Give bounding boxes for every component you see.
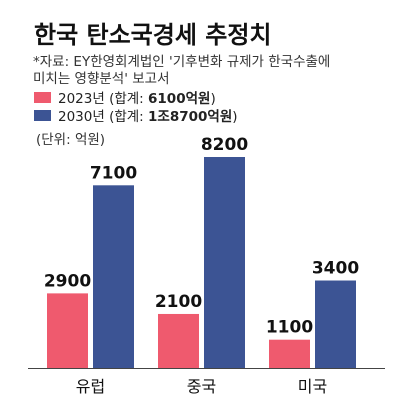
legend-swatch-2023 (34, 92, 51, 103)
value-label-europe-2023: 2900 (44, 271, 91, 291)
bar-europe-2023 (47, 293, 88, 368)
bar-china-2030 (204, 157, 245, 368)
legend-label-2023-prefix: 2023년 (합계: (58, 91, 148, 107)
legend-label-2023: 2023년 (합계: 6100억원) (58, 91, 216, 107)
category-label-europe: 유럽 (76, 377, 105, 396)
bar-europe-2030 (93, 185, 134, 368)
value-label-china-2023: 2100 (155, 292, 202, 312)
source-note-line-1: *자료: EY한영회계법인 '기후변화 규제가 한국수출에 (33, 54, 330, 70)
unit-label: (단위: 억원) (36, 132, 105, 148)
legend-label-2030: 2030년 (합계: 1조8700억원) (58, 109, 238, 125)
bar-usa-2023 (269, 339, 310, 368)
source-note-line-2: 미치는 영향분석' 보고서 (33, 71, 170, 87)
value-label-usa-2023: 1100 (266, 318, 313, 338)
bar-china-2023 (158, 313, 199, 368)
value-label-china-2030: 8200 (201, 135, 248, 155)
plot-area: 2900 7100 유럽 2100 8200 중국 1100 3400 미국 (28, 135, 385, 396)
legend-swatch-2030 (34, 110, 51, 121)
category-label-china: 중국 (187, 377, 216, 396)
legend-label-2030-prefix: 2030년 (합계: (58, 109, 148, 125)
value-label-europe-2030: 7100 (90, 163, 137, 183)
legend-label-2030-suffix: ) (232, 109, 237, 125)
legend-label-2023-total: 6100억원 (148, 91, 210, 107)
chart-title: 한국 탄소국경세 추정치 (34, 21, 272, 49)
legend-item-2030: 2030년 (합계: 1조8700억원) (34, 109, 238, 125)
legend-label-2023-suffix: ) (210, 91, 215, 107)
value-label-usa-2030: 3400 (312, 259, 359, 279)
legend-label-2030-total: 1조8700억원 (148, 109, 232, 125)
legend: 2023년 (합계: 6100억원) 2030년 (합계: 1조8700억원) (34, 91, 238, 125)
legend-item-2023: 2023년 (합계: 6100억원) (34, 91, 216, 107)
bar-usa-2030 (315, 280, 356, 368)
category-label-usa: 미국 (298, 377, 327, 396)
